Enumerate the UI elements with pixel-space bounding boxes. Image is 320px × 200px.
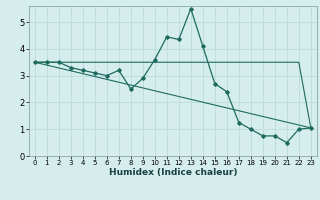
X-axis label: Humidex (Indice chaleur): Humidex (Indice chaleur) (108, 168, 237, 177)
